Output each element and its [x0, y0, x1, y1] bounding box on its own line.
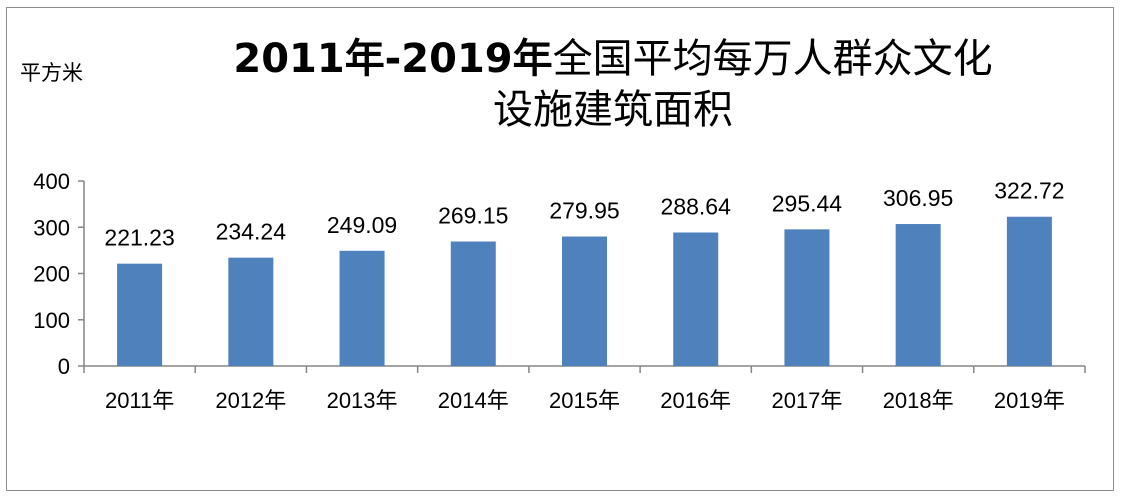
y-tick-label: 400 — [33, 169, 70, 194]
x-tick-label: 2013年 — [327, 388, 398, 413]
data-label: 221.23 — [104, 225, 174, 251]
x-tick-label: 2017年 — [771, 388, 842, 413]
data-label: 295.44 — [772, 190, 843, 216]
bar — [450, 241, 496, 366]
bar — [673, 232, 719, 366]
bar — [228, 257, 274, 366]
x-tick-label: 2011年 — [105, 388, 174, 413]
x-tick-label: 2019年 — [994, 388, 1065, 413]
x-tick-label: 2018年 — [883, 388, 954, 413]
y-axis-unit-label: 平方米 — [20, 62, 83, 85]
x-tick-label: 2016年 — [660, 388, 731, 413]
x-tick-label: 2012年 — [215, 388, 286, 413]
bar — [1006, 216, 1052, 366]
bar — [784, 229, 830, 366]
chart-title-rest: 全国平均每万人群众文化 — [553, 36, 993, 82]
bar — [562, 236, 607, 366]
bar — [895, 224, 941, 366]
bar — [339, 250, 385, 366]
data-label: 322.72 — [994, 178, 1064, 204]
data-label: 306.95 — [883, 185, 953, 211]
chart-title-bold-part: 2011年-2019年 — [233, 36, 552, 82]
data-label: 288.64 — [661, 194, 732, 220]
chart-title-line-2: 设施建筑面积 — [493, 87, 733, 133]
y-tick-label: 200 — [33, 262, 70, 287]
bar — [117, 263, 163, 366]
data-label: 269.15 — [438, 203, 508, 229]
x-tick-label: 2014年 — [438, 388, 509, 413]
y-tick-label: 300 — [33, 215, 70, 240]
data-label: 249.09 — [327, 212, 397, 238]
y-tick-label: 0 — [58, 354, 70, 379]
y-tick-label: 100 — [33, 308, 70, 333]
data-label: 234.24 — [216, 219, 287, 245]
chart-title-line-1: 2011年-2019年全国平均每万人群众文化 — [233, 36, 992, 82]
data-label: 279.95 — [549, 198, 619, 224]
x-tick-label: 2015年 — [549, 388, 620, 413]
